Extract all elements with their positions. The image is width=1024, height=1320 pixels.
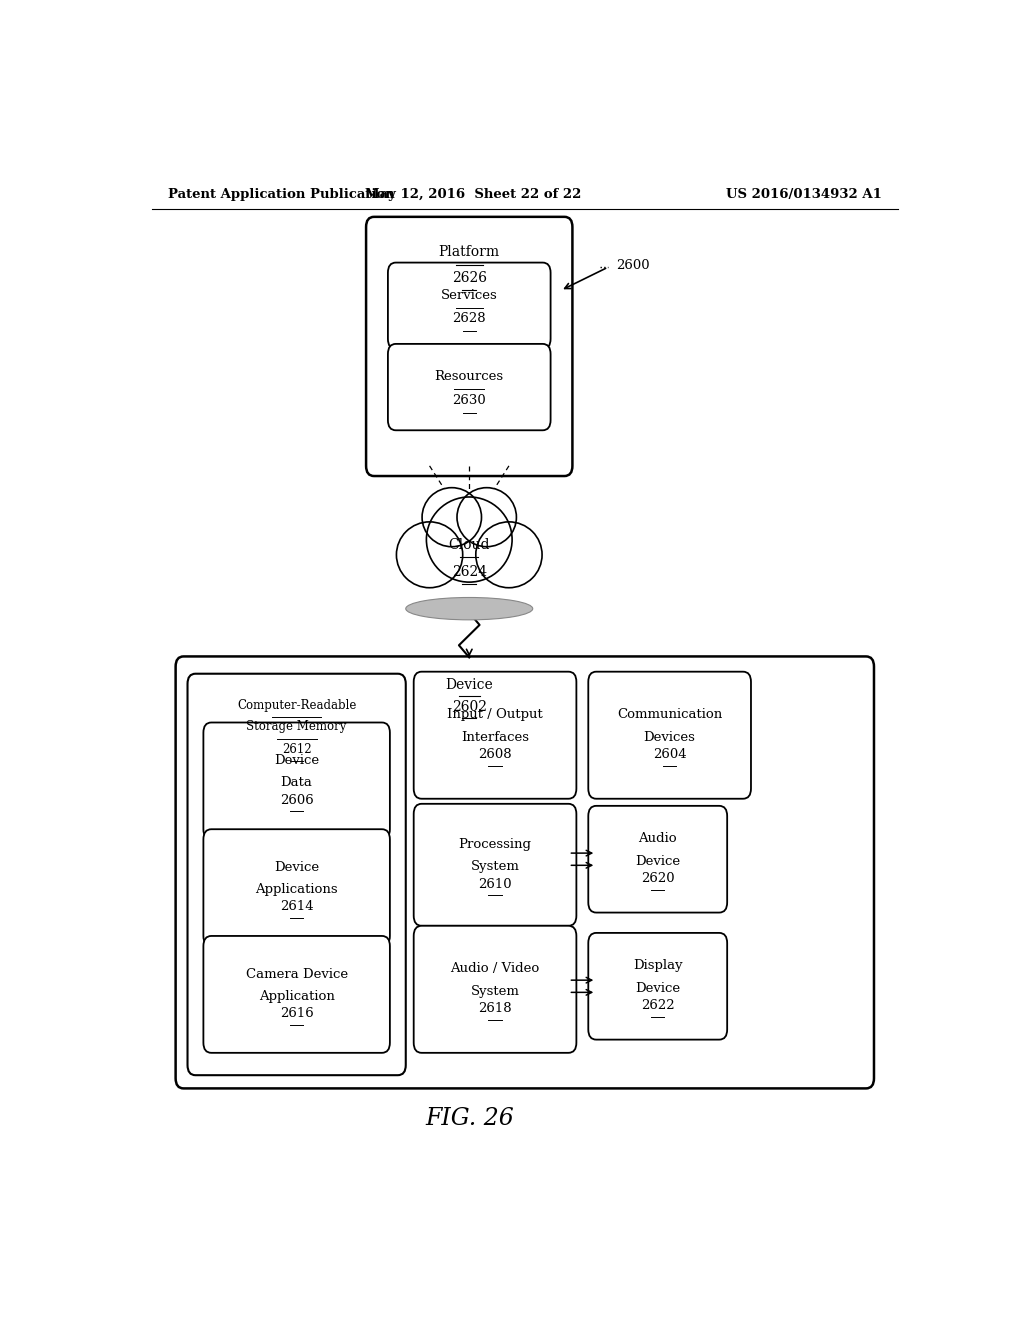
Ellipse shape <box>476 521 542 587</box>
Text: Application: Application <box>259 990 335 1003</box>
Text: Audio: Audio <box>638 833 677 845</box>
Text: Patent Application Publication: Patent Application Publication <box>168 189 394 202</box>
Text: 2616: 2616 <box>280 1007 313 1020</box>
Text: 2628: 2628 <box>453 313 486 326</box>
FancyBboxPatch shape <box>204 829 390 946</box>
Text: Cloud: Cloud <box>449 537 490 552</box>
Text: Input / Output: Input / Output <box>447 709 543 721</box>
Text: Data: Data <box>281 776 312 789</box>
Text: 2620: 2620 <box>641 873 675 884</box>
Text: Device: Device <box>274 861 319 874</box>
Text: 2612: 2612 <box>282 743 311 756</box>
Text: Display: Display <box>633 960 683 973</box>
Text: Services: Services <box>441 289 498 302</box>
Text: 2624: 2624 <box>452 565 486 579</box>
Text: 2608: 2608 <box>478 748 512 762</box>
FancyBboxPatch shape <box>388 345 551 430</box>
FancyBboxPatch shape <box>588 805 727 912</box>
FancyBboxPatch shape <box>367 216 572 477</box>
Text: 2604: 2604 <box>653 748 686 762</box>
FancyBboxPatch shape <box>414 672 577 799</box>
Text: 2622: 2622 <box>641 999 675 1012</box>
Text: 2618: 2618 <box>478 1002 512 1015</box>
Ellipse shape <box>426 496 512 582</box>
Text: Interfaces: Interfaces <box>461 731 529 743</box>
Ellipse shape <box>396 521 463 587</box>
Text: Device: Device <box>445 678 494 692</box>
Text: Applications: Applications <box>255 883 338 896</box>
Text: System: System <box>471 861 519 874</box>
FancyBboxPatch shape <box>204 936 390 1053</box>
Ellipse shape <box>406 598 532 620</box>
FancyBboxPatch shape <box>176 656 874 1089</box>
Text: System: System <box>471 985 519 998</box>
Text: Resources: Resources <box>434 371 504 383</box>
Text: Processing: Processing <box>459 838 531 851</box>
Text: 2614: 2614 <box>280 900 313 913</box>
FancyBboxPatch shape <box>588 933 727 1040</box>
FancyBboxPatch shape <box>187 673 406 1076</box>
Text: FIG. 26: FIG. 26 <box>425 1107 514 1130</box>
Text: Communication: Communication <box>617 709 722 721</box>
Ellipse shape <box>457 487 516 546</box>
Text: US 2016/0134932 A1: US 2016/0134932 A1 <box>726 189 882 202</box>
Text: Platform: Platform <box>438 246 500 260</box>
Text: 2610: 2610 <box>478 878 512 891</box>
Text: Device: Device <box>635 982 680 995</box>
Text: 2630: 2630 <box>453 393 486 407</box>
Text: Camera Device: Camera Device <box>246 968 348 981</box>
FancyBboxPatch shape <box>204 722 390 840</box>
FancyBboxPatch shape <box>388 263 551 348</box>
Text: 2626: 2626 <box>452 271 486 285</box>
Text: May 12, 2016  Sheet 22 of 22: May 12, 2016 Sheet 22 of 22 <box>365 189 582 202</box>
Text: Computer-Readable: Computer-Readable <box>237 700 356 711</box>
Text: 2602: 2602 <box>452 700 486 714</box>
Text: Device: Device <box>274 754 319 767</box>
Text: 2600: 2600 <box>616 259 649 272</box>
FancyBboxPatch shape <box>414 925 577 1053</box>
Text: 2606: 2606 <box>280 793 313 807</box>
Ellipse shape <box>422 487 481 546</box>
FancyBboxPatch shape <box>588 672 751 799</box>
Text: Devices: Devices <box>644 731 695 743</box>
FancyBboxPatch shape <box>414 804 577 925</box>
Text: Audio / Video: Audio / Video <box>451 962 540 975</box>
Text: Device: Device <box>635 855 680 867</box>
Text: Storage Memory: Storage Memory <box>247 721 347 734</box>
